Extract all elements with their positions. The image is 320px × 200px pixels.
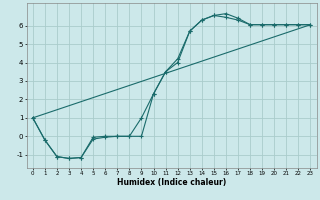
X-axis label: Humidex (Indice chaleur): Humidex (Indice chaleur) <box>117 178 226 187</box>
